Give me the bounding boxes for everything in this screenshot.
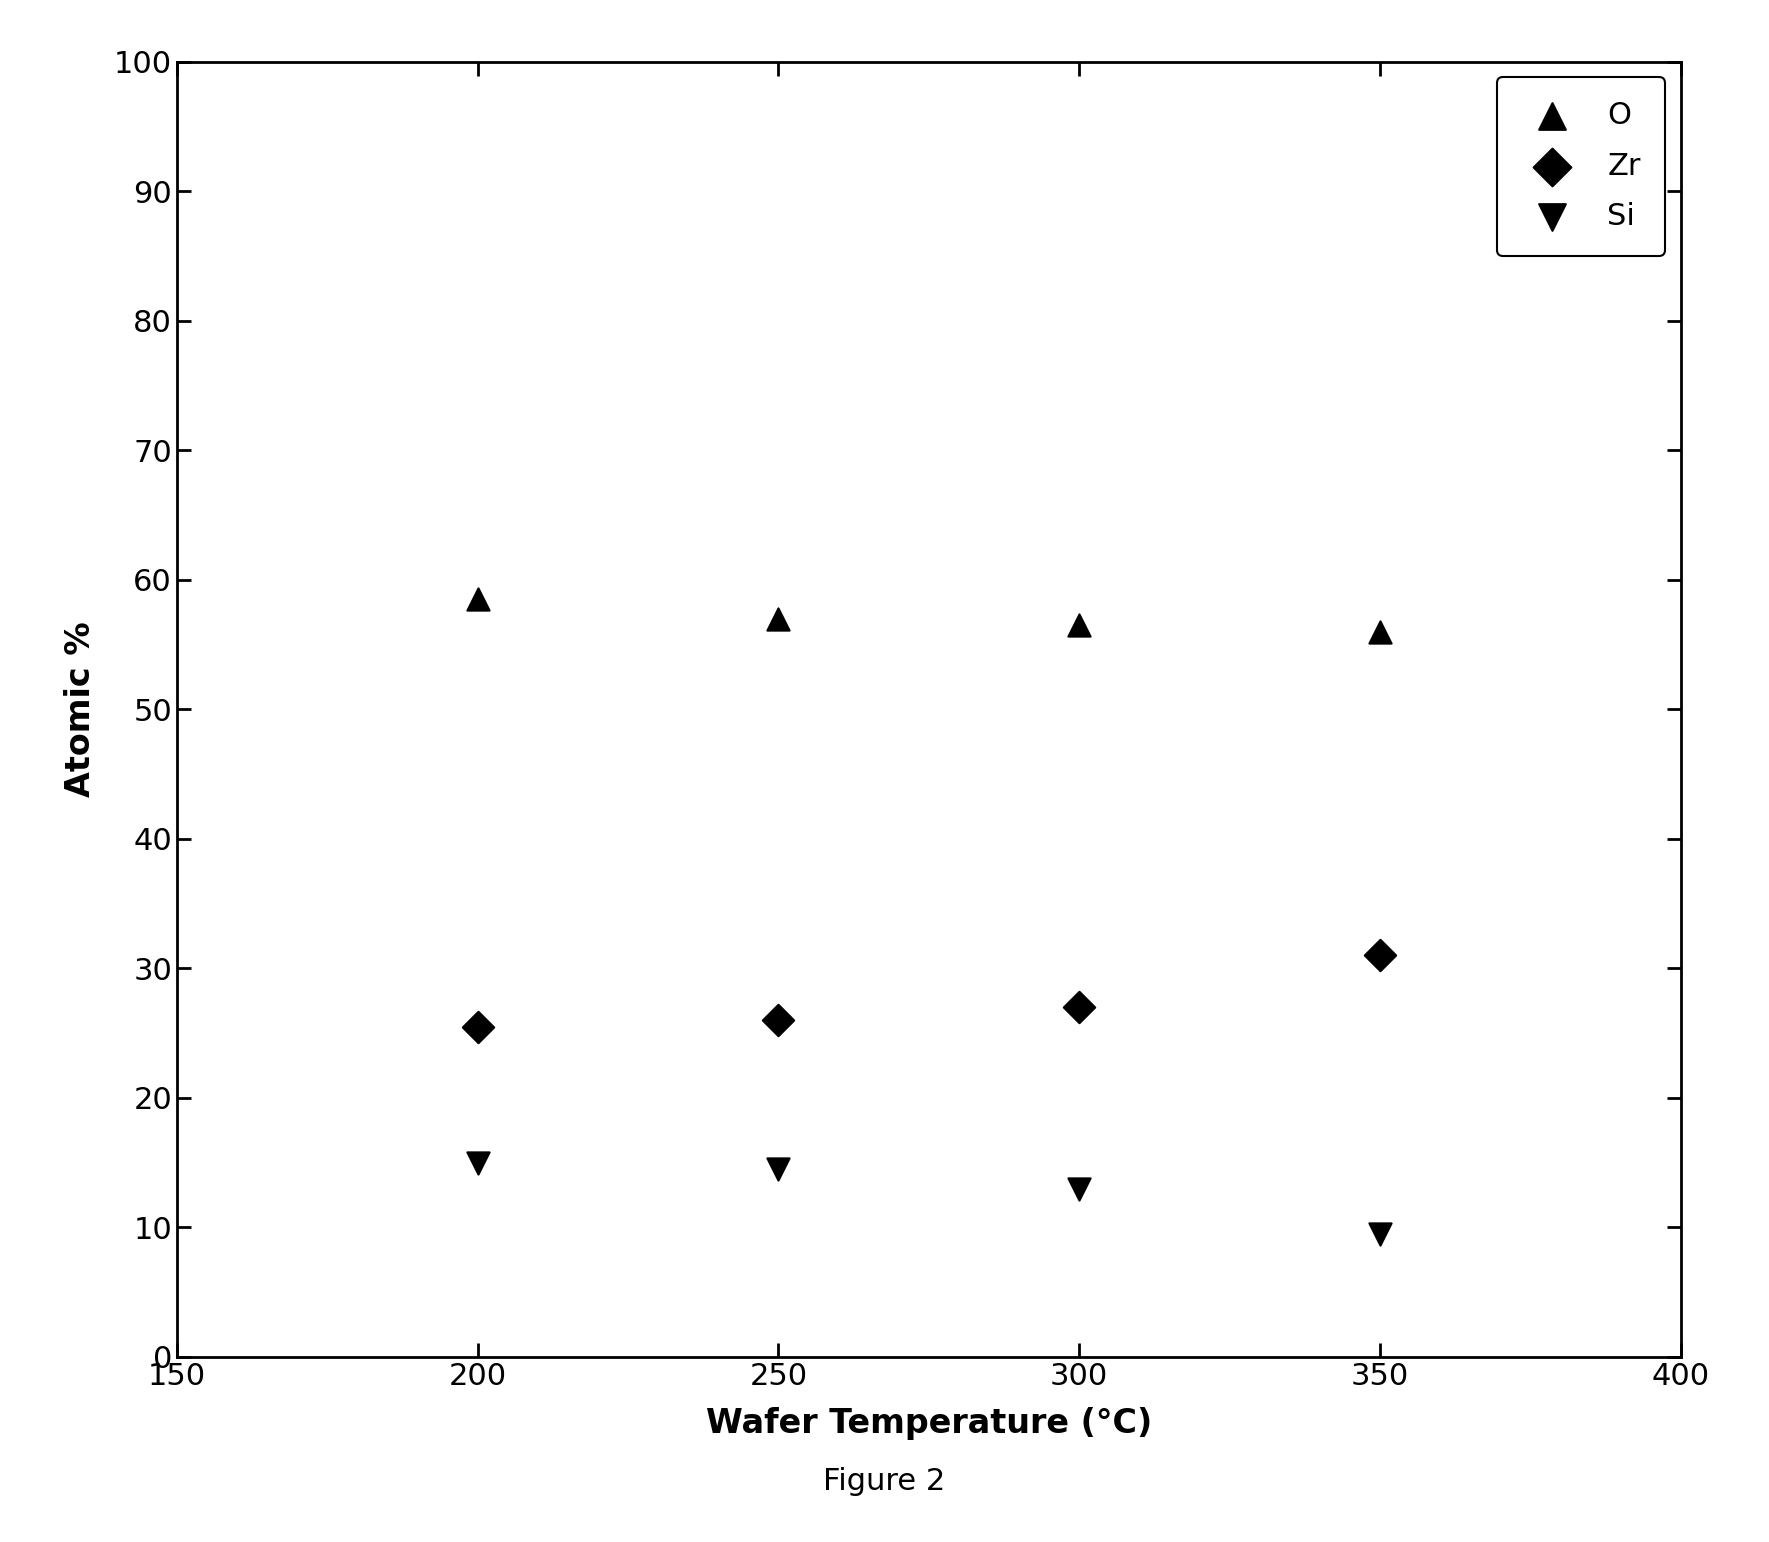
Y-axis label: Atomic %: Atomic % (64, 621, 97, 797)
O (1366, 620, 1394, 645)
Si (1366, 1221, 1394, 1246)
O (1065, 612, 1093, 637)
Zr (1065, 995, 1093, 1019)
O (463, 588, 492, 612)
Zr (764, 1008, 793, 1033)
Si (463, 1150, 492, 1175)
Zr (1366, 944, 1394, 968)
Si (1065, 1177, 1093, 1201)
Text: Figure 2: Figure 2 (823, 1466, 946, 1496)
O (764, 606, 793, 631)
Si (764, 1156, 793, 1181)
Legend: O, Zr, Si: O, Zr, Si (1497, 77, 1665, 256)
X-axis label: Wafer Temperature (°C): Wafer Temperature (°C) (706, 1408, 1152, 1440)
Zr (463, 1015, 492, 1039)
